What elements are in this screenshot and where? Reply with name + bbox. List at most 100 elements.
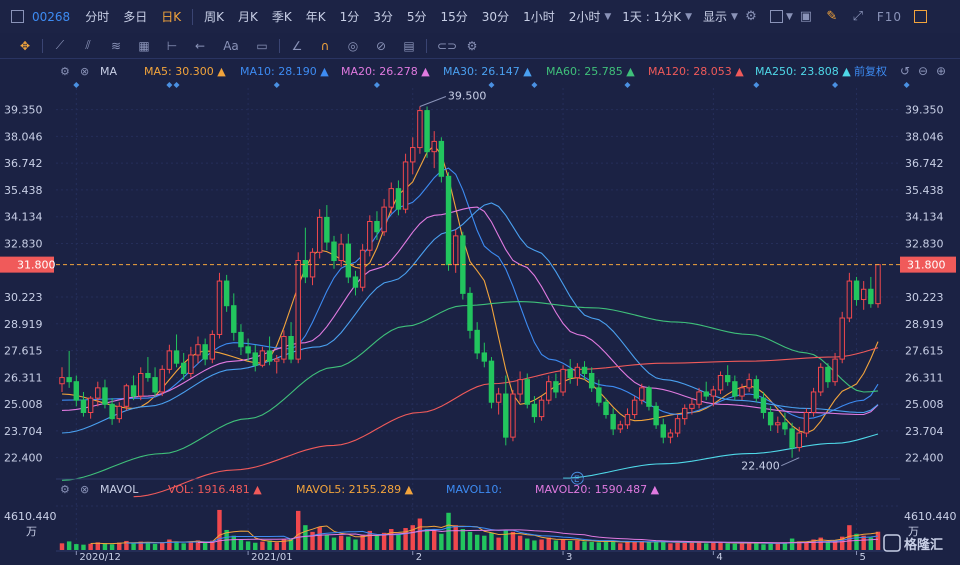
volume-bar[interactable]	[389, 529, 394, 550]
candle[interactable]	[574, 363, 581, 386]
chevron-down-icon[interactable]: ▼	[731, 11, 738, 22]
event-diamond[interactable]	[832, 82, 839, 88]
volume-bar[interactable]	[88, 543, 93, 550]
candle[interactable]	[588, 367, 595, 392]
candle[interactable]	[445, 172, 452, 271]
candle[interactable]	[796, 426, 802, 452]
panel-toggle-icon[interactable]	[914, 10, 928, 23]
volume-bar[interactable]	[288, 538, 294, 550]
volume-bar[interactable]	[603, 541, 609, 550]
candle[interactable]	[109, 398, 115, 425]
candle[interactable]	[345, 233, 352, 284]
candle[interactable]	[474, 322, 480, 360]
volume-bar[interactable]	[525, 538, 530, 550]
period-1hour[interactable]: 1小时	[523, 10, 555, 24]
volume-bar[interactable]	[546, 537, 551, 550]
candle[interactable]	[789, 422, 795, 458]
fullscreen-icon[interactable]: ⤢	[852, 9, 864, 24]
volume-bar[interactable]	[517, 535, 523, 550]
stock-code[interactable]: 00268	[32, 9, 71, 24]
volume-bar[interactable]	[424, 529, 430, 550]
candle[interactable]	[839, 311, 845, 364]
volume-bar[interactable]	[696, 541, 702, 550]
candle[interactable]	[639, 383, 645, 405]
volume-bar[interactable]	[74, 544, 79, 550]
volume-bar[interactable]	[839, 536, 845, 550]
settings-icon[interactable]: ⚙	[60, 483, 70, 496]
candle[interactable]	[145, 357, 151, 382]
volume-bar[interactable]	[460, 529, 466, 550]
volume-bar[interactable]	[560, 539, 566, 550]
volume-bar[interactable]	[367, 530, 373, 550]
volume-bar[interactable]	[811, 539, 816, 550]
candle[interactable]	[631, 396, 638, 419]
event-diamond[interactable]	[753, 82, 760, 88]
ruler-icon[interactable]: ∠	[291, 38, 303, 53]
volume-bar[interactable]	[66, 541, 72, 550]
volume-bar[interactable]	[138, 541, 143, 550]
volume-bar[interactable]	[295, 510, 301, 550]
candle[interactable]	[130, 375, 137, 401]
volume-bar[interactable]	[238, 539, 244, 550]
event-e-marker[interactable]	[570, 471, 584, 485]
candle[interactable]	[603, 398, 609, 419]
volume-bar[interactable]	[553, 540, 559, 550]
candle[interactable]	[481, 342, 488, 368]
volume-bar[interactable]	[832, 540, 838, 550]
checkbox-icon[interactable]	[769, 10, 783, 23]
candle[interactable]	[338, 233, 344, 267]
range-tool-icon[interactable]: ⊢	[166, 38, 178, 53]
volume-bar[interactable]	[703, 543, 709, 550]
candle[interactable]	[252, 344, 258, 372]
candle[interactable]	[696, 387, 702, 409]
volume-bar[interactable]	[95, 542, 101, 550]
candle[interactable]	[753, 375, 760, 403]
event-diamond[interactable]	[173, 82, 180, 88]
volume-bar[interactable]	[117, 542, 122, 550]
candle[interactable]	[374, 211, 380, 240]
period-custom[interactable]: 1天 : 1分K	[622, 10, 682, 24]
period-quarterly-k[interactable]: 季K	[271, 10, 292, 24]
candle[interactable]	[732, 375, 738, 401]
volume-bar[interactable]	[417, 518, 423, 550]
candle[interactable]	[853, 276, 860, 306]
candle[interactable]	[717, 371, 724, 395]
candle[interactable]	[617, 420, 624, 434]
candle[interactable]	[646, 385, 652, 411]
volume-bar[interactable]	[253, 542, 258, 550]
volume-bar[interactable]	[145, 542, 151, 550]
link-icon[interactable]: ⊂⊃	[437, 38, 458, 53]
volume-bar[interactable]	[245, 541, 251, 550]
volume-bar[interactable]	[868, 537, 874, 550]
volume-bar[interactable]	[718, 542, 723, 550]
candle[interactable]	[223, 274, 230, 312]
volume-bar[interactable]	[632, 541, 637, 550]
candle[interactable]	[431, 131, 437, 169]
candle[interactable]	[424, 106, 430, 158]
volume-bar[interactable]	[789, 538, 795, 550]
volume-bar[interactable]	[346, 536, 351, 550]
candle[interactable]	[180, 352, 187, 380]
volume-bar[interactable]	[804, 542, 809, 550]
candle[interactable]	[266, 336, 273, 366]
volume-bar[interactable]	[202, 542, 208, 550]
candle[interactable]	[775, 416, 781, 434]
event-diamond[interactable]	[373, 82, 380, 88]
reset-icon[interactable]: ↺	[900, 64, 910, 78]
candle[interactable]	[352, 270, 359, 296]
candle[interactable]	[209, 330, 216, 364]
volume-bar[interactable]	[217, 509, 222, 550]
volume-bar[interactable]	[775, 543, 781, 550]
display-menu[interactable]: 显示	[703, 10, 728, 24]
volume-bar[interactable]	[682, 542, 687, 550]
volume-bar[interactable]	[589, 541, 594, 550]
volume-bar[interactable]	[109, 544, 115, 550]
volume-bar[interactable]	[567, 540, 573, 550]
volume-bar[interactable]	[610, 540, 616, 550]
candle[interactable]	[152, 367, 158, 397]
volume-bar[interactable]	[381, 532, 387, 550]
candle[interactable]	[682, 404, 688, 425]
volume-bar[interactable]	[324, 534, 330, 550]
volume-bar[interactable]	[310, 531, 315, 550]
volume-bar[interactable]	[782, 542, 788, 550]
